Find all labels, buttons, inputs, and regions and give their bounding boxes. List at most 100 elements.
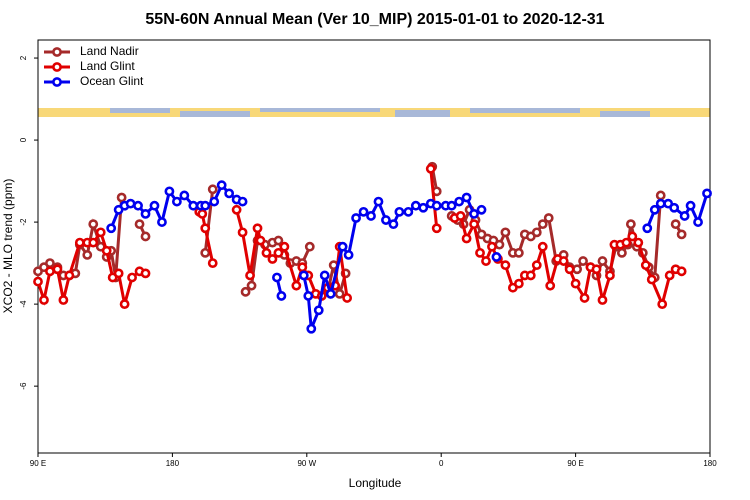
point	[394, 206, 405, 217]
point	[685, 200, 696, 211]
legend-marker	[52, 77, 62, 87]
point	[366, 211, 376, 221]
point	[246, 280, 257, 291]
point	[245, 270, 255, 281]
y-tick-label: -2	[19, 218, 28, 226]
point	[633, 237, 644, 248]
point	[655, 198, 666, 209]
point	[237, 196, 248, 207]
legend-label: Land Nadir	[80, 44, 139, 58]
point	[627, 231, 638, 242]
point	[679, 211, 690, 221]
point	[351, 213, 361, 223]
point	[125, 198, 136, 209]
point	[693, 217, 703, 227]
point	[140, 208, 151, 219]
point	[116, 192, 127, 203]
point	[101, 245, 112, 256]
point	[297, 262, 308, 273]
point	[537, 241, 548, 252]
y-axis-label: XCO2 - MLO trend (ppm)	[1, 179, 15, 314]
point	[237, 227, 248, 238]
legend-marker	[52, 47, 62, 57]
point	[179, 190, 190, 201]
point	[298, 270, 309, 281]
point	[88, 237, 99, 248]
point	[325, 288, 336, 299]
point	[133, 200, 143, 211]
point	[531, 260, 542, 271]
y-tick-label: 0	[19, 137, 28, 142]
point	[74, 237, 85, 248]
point	[431, 223, 442, 234]
point	[200, 247, 211, 258]
point	[88, 219, 99, 230]
point	[82, 250, 93, 260]
point	[39, 295, 49, 305]
map-strip	[38, 108, 710, 117]
point	[537, 219, 548, 230]
point	[272, 272, 282, 283]
point	[45, 266, 55, 277]
point	[525, 270, 536, 281]
point	[157, 217, 167, 227]
point	[494, 239, 505, 250]
point	[207, 184, 218, 195]
point	[304, 241, 315, 252]
point	[513, 278, 524, 289]
point	[670, 219, 681, 230]
point	[224, 188, 235, 199]
point	[388, 219, 399, 230]
plot-frame	[37, 39, 711, 454]
point	[469, 208, 479, 219]
point	[149, 200, 160, 211]
point	[410, 200, 421, 211]
point	[134, 219, 145, 230]
point	[171, 196, 182, 207]
point	[45, 258, 55, 269]
point	[252, 223, 263, 234]
x-tick-label: 180	[166, 459, 180, 468]
point	[127, 272, 137, 283]
point	[487, 241, 497, 252]
legend-label: Ocean Glint	[80, 74, 144, 88]
point	[564, 264, 575, 275]
point	[197, 208, 208, 219]
x-tick-label: 90 W	[297, 459, 316, 468]
point	[261, 247, 272, 258]
point	[669, 202, 680, 213]
point	[291, 280, 302, 291]
point	[491, 252, 502, 262]
series-line	[36, 168, 683, 309]
point	[119, 299, 130, 310]
point	[649, 204, 660, 215]
point	[343, 250, 354, 260]
point	[106, 223, 117, 234]
point	[418, 202, 429, 213]
point	[664, 270, 675, 281]
point	[481, 256, 491, 266]
legend-label: Land Glint	[80, 59, 135, 73]
point	[597, 295, 608, 305]
point	[431, 200, 442, 211]
point	[334, 288, 345, 299]
point	[578, 256, 588, 266]
point	[209, 196, 220, 207]
x-tick-label: 180	[703, 459, 717, 468]
point	[273, 247, 284, 258]
point	[621, 237, 632, 248]
point	[267, 254, 278, 264]
point	[476, 204, 487, 215]
y-tick-label: -4	[19, 300, 28, 308]
point	[273, 235, 284, 246]
point	[475, 247, 485, 258]
point	[231, 204, 242, 215]
point	[702, 188, 712, 199]
point	[140, 231, 151, 242]
point	[500, 227, 511, 238]
y-tick-label: 2	[19, 55, 28, 60]
point	[200, 223, 211, 234]
point	[461, 192, 472, 203]
point	[676, 229, 687, 240]
